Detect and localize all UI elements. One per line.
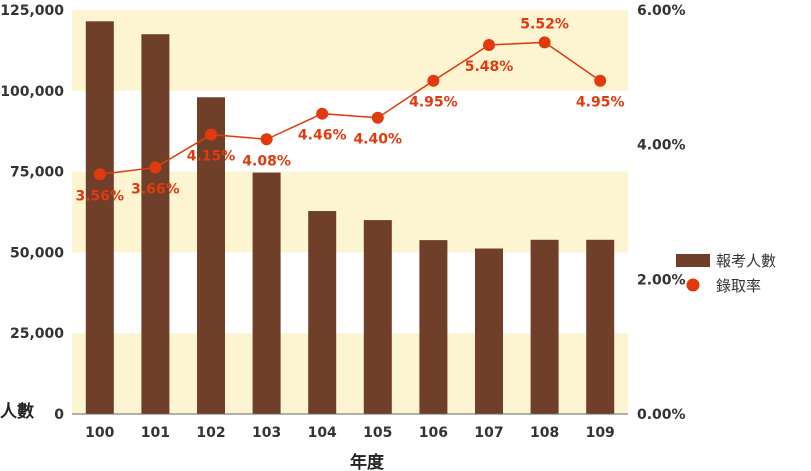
x-axis-ticks: 100 101 102 103 104 105 106 107 108 109 (85, 425, 615, 441)
x-tick-label: 100 (85, 425, 114, 441)
line-data-label: 4.15% (187, 149, 236, 165)
line-point (371, 111, 384, 124)
legend-swatch-bar (676, 254, 710, 267)
legend-label-bar: 報考人數 (716, 252, 776, 270)
x-tick-label: 101 (141, 425, 170, 441)
bar (308, 211, 337, 414)
line-point (538, 36, 551, 49)
right-tick-label: 6.00% (637, 3, 686, 19)
left-tick-label: 75,000 (10, 165, 64, 181)
bar-series (85, 21, 615, 415)
line-point (260, 133, 273, 146)
bar (586, 239, 615, 414)
x-tick-label: 107 (474, 425, 503, 441)
line-points (93, 36, 607, 181)
x-tick-label: 104 (308, 425, 337, 441)
left-tick-label: 0 (54, 407, 64, 423)
left-tick-label: 50,000 (10, 245, 64, 261)
line-data-label: 4.95% (409, 95, 458, 111)
left-tick-label: 25,000 (10, 326, 64, 342)
line-data-label: 3.66% (131, 182, 180, 198)
left-tick-label: 100,000 (0, 84, 64, 100)
line-point (149, 161, 162, 174)
line-point (205, 128, 217, 141)
line-data-label: 5.48% (465, 59, 514, 75)
x-tick-label: 109 (586, 425, 615, 441)
line-data-label: 3.56% (76, 188, 125, 204)
line-series (99, 41, 601, 176)
line-data-label: 4.40% (354, 132, 403, 148)
x-tick-label: 105 (363, 425, 392, 441)
legend: 報考人數 錄取率 (676, 252, 776, 295)
line-point (594, 74, 607, 87)
right-tick-label: 0.00% (637, 407, 686, 423)
line-point (316, 107, 329, 120)
y-axis-title: 人數 (0, 401, 34, 422)
bar (197, 97, 225, 414)
x-tick-label: 102 (196, 425, 225, 441)
x-tick-label: 106 (419, 425, 448, 441)
bar (475, 248, 503, 414)
line-point (483, 39, 495, 52)
line-point (93, 168, 106, 181)
legend-swatch-line (686, 278, 700, 292)
bar (85, 21, 114, 414)
line-data-label: 4.46% (298, 128, 347, 144)
line-data-label: 4.08% (242, 153, 291, 169)
line-data-label: 4.95% (576, 95, 625, 111)
bar (141, 34, 170, 415)
line-data-labels: 3.56% 3.66% 4.15% 4.08% 4.46% 4.40% 4.95% 5.48%… (76, 16, 625, 204)
series-line (99, 41, 601, 176)
bar (530, 239, 559, 414)
right-tick-label: 4.00% (637, 138, 686, 154)
x-axis-title: 年度 (350, 452, 385, 471)
right-tick-label: 2.00% (637, 272, 686, 288)
bar (252, 172, 281, 414)
right-axis-ticks: 0.00% 2.00% 4.00% 6.00% (637, 3, 686, 423)
x-tick-label: 108 (530, 425, 559, 441)
left-tick-label: 125,000 (0, 3, 64, 19)
legend-label-line: 錄取率 (716, 277, 761, 295)
bar (419, 240, 448, 414)
bar (363, 220, 392, 414)
x-tick-label: 103 (252, 425, 281, 441)
line-point (427, 74, 440, 87)
left-axis-ticks: 0 25,000 50,000 75,000 100,000 125,000 (0, 3, 64, 423)
line-data-label: 5.52% (520, 16, 569, 32)
